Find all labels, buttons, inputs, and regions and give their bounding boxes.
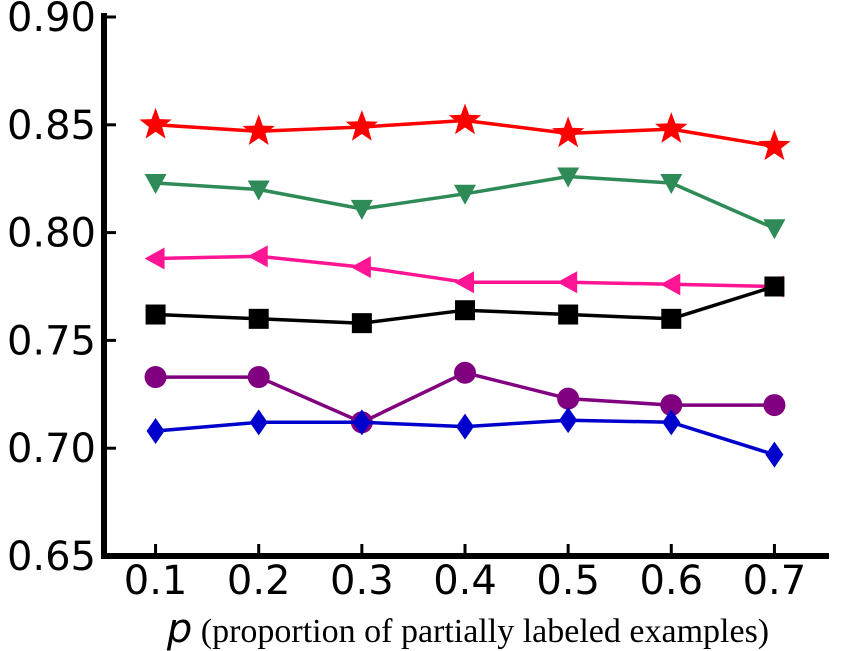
series-1 [139, 103, 791, 161]
diamond-marker [352, 409, 371, 436]
circle-marker [557, 387, 580, 410]
triangle-left-marker [350, 256, 371, 279]
triangle-left-marker [144, 247, 165, 270]
x-axis-label-symbol: p [166, 606, 192, 651]
x-tick-label: 0.7 [743, 558, 807, 604]
y-tick-label: 0.70 [7, 426, 96, 472]
circle-marker [454, 361, 476, 384]
x-tick-label: 0.4 [433, 558, 497, 604]
triangle-down-marker [144, 174, 167, 195]
star-marker [448, 103, 482, 135]
star-marker [552, 116, 585, 148]
triangle-left-marker [660, 273, 681, 296]
x-tick-label: 0.3 [330, 558, 394, 604]
square-marker [455, 300, 475, 321]
circle-marker [763, 394, 786, 417]
x-tick-label: 0.6 [639, 558, 703, 604]
star-marker [758, 129, 791, 161]
triangle-down-marker [660, 174, 683, 195]
x-axis-label-text: (proportion of partially labeled example… [192, 613, 769, 650]
x-tick-label: 0.2 [227, 558, 291, 604]
y-tick-label: 0.75 [7, 318, 96, 364]
y-tick-label: 0.80 [7, 211, 96, 257]
y-tick-label: 0.90 [7, 0, 96, 41]
series-2 [144, 167, 786, 240]
triangle-left-marker [454, 271, 474, 294]
square-marker [145, 304, 166, 325]
axes: 0.65 0.70 0.75 0.80 0.85 0.90 0.1 0.2 0.3 0.4 0.5 0… [7, 0, 829, 604]
star-marker [242, 114, 275, 145]
series-6 [146, 407, 784, 468]
diamond-marker [146, 417, 165, 444]
triangle-left-marker [247, 245, 268, 268]
triangle-down-marker [763, 219, 786, 240]
diamond-marker [559, 407, 578, 434]
series-layer [139, 103, 791, 468]
star-marker [655, 112, 688, 143]
circle-marker [660, 394, 683, 417]
x-tick-label: 0.5 [536, 558, 600, 604]
square-marker [764, 276, 785, 297]
diamond-marker [765, 441, 784, 468]
star-marker [345, 110, 378, 141]
svg-text:p (proportion of partially lab: p (proportion of partially labeled examp… [166, 606, 769, 651]
x-tick-label: 0.1 [124, 558, 188, 604]
series-3 [144, 245, 784, 298]
circle-marker [144, 366, 167, 389]
circle-marker [247, 366, 270, 389]
y-tick-label: 0.65 [7, 534, 96, 580]
square-marker [558, 304, 579, 325]
triangle-down-marker [350, 199, 373, 220]
square-marker [661, 308, 682, 329]
series-4 [145, 276, 785, 334]
y-tick-label: 0.85 [7, 103, 96, 149]
diamond-marker [456, 413, 474, 440]
square-marker [351, 313, 372, 334]
star-marker [139, 107, 172, 139]
triangle-down-marker [247, 180, 270, 201]
triangle-left-marker [557, 271, 578, 294]
triangle-down-marker [454, 184, 476, 205]
square-marker [248, 308, 269, 329]
triangle-down-marker [557, 167, 580, 188]
x-axis-label: p (proportion of partially labeled examp… [166, 606, 769, 651]
diamond-marker [662, 409, 681, 436]
diamond-marker [249, 409, 268, 436]
